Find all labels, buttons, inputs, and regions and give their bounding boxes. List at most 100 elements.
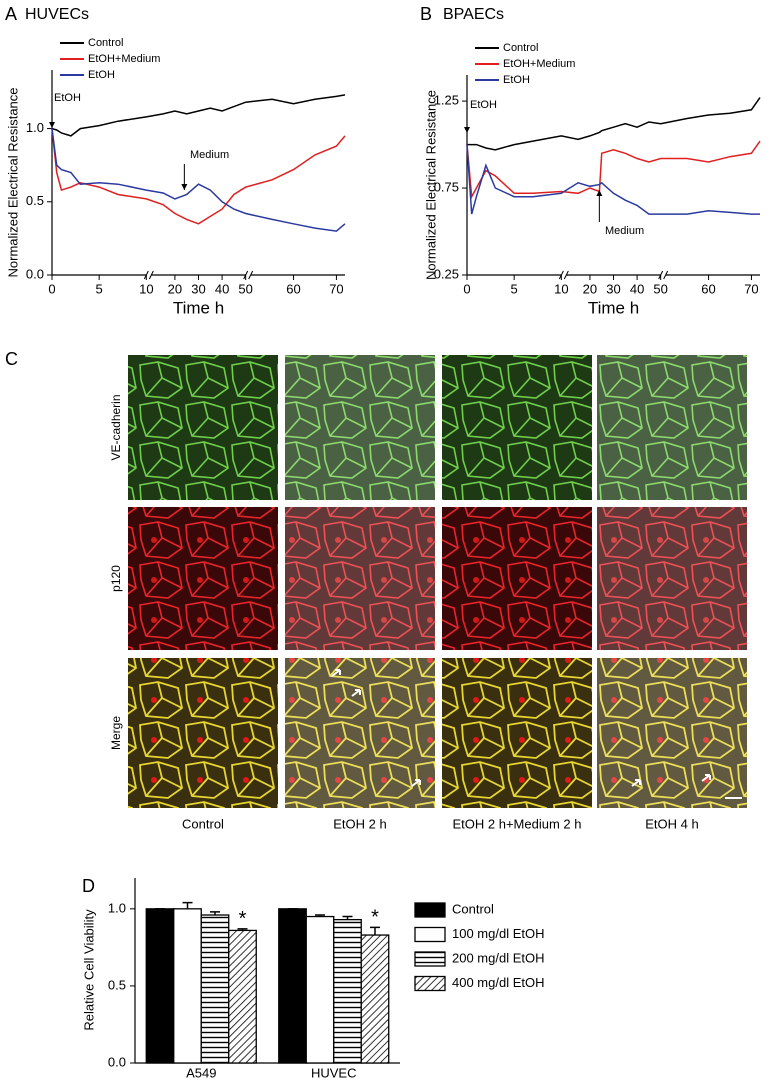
annotation: EtOH bbox=[470, 99, 497, 111]
y-tick-label: 1.0 bbox=[26, 120, 44, 135]
micrograph bbox=[597, 507, 747, 650]
x-tick-label: 10 bbox=[554, 281, 568, 296]
panel-label: B bbox=[420, 4, 432, 24]
micrograph bbox=[597, 658, 747, 808]
x-tick-label: 60 bbox=[286, 281, 300, 296]
x-tick-label: 50 bbox=[653, 281, 667, 296]
legend-swatch bbox=[414, 951, 446, 967]
micrograph bbox=[285, 355, 435, 500]
series-line bbox=[51, 128, 346, 225]
chart-title: BPAECs bbox=[443, 6, 504, 23]
axis-break bbox=[563, 270, 569, 280]
x-tick-label: 20 bbox=[583, 281, 597, 296]
annotation-arrowhead bbox=[464, 127, 470, 133]
annotation-arrowhead bbox=[596, 190, 603, 196]
row-label: VE-cadherin bbox=[109, 394, 123, 460]
arrow-marker bbox=[631, 779, 641, 787]
legend-label: Control bbox=[452, 901, 494, 916]
axis-break bbox=[663, 270, 669, 280]
legend-label: Control bbox=[88, 37, 123, 49]
column-label: EtOH 2 h+Medium 2 h bbox=[453, 816, 582, 831]
micrograph bbox=[128, 507, 278, 650]
bar bbox=[228, 929, 257, 1064]
series-line bbox=[51, 94, 346, 137]
micrograph bbox=[597, 355, 747, 500]
x-axis-label: Time h bbox=[588, 298, 639, 317]
row-label: Merge bbox=[109, 716, 123, 750]
legend-label: 100 mg/dl EtOH bbox=[452, 926, 545, 941]
y-axis-label: Relative Cell Viability bbox=[81, 909, 96, 1031]
annotation: Medium bbox=[190, 149, 229, 161]
annotation-arrowhead bbox=[49, 122, 55, 128]
error-bar bbox=[369, 926, 380, 936]
legend-label: EtOH bbox=[88, 69, 115, 81]
y-tick-label: 0.25 bbox=[434, 266, 459, 281]
micrograph bbox=[442, 658, 592, 808]
y-axis-label: Normalized Electrical Resistance bbox=[5, 87, 20, 277]
bar bbox=[173, 908, 202, 1064]
x-tick-label: 20 bbox=[168, 281, 182, 296]
legend-label: Control bbox=[503, 42, 538, 54]
x-tick-label: 5 bbox=[511, 281, 518, 296]
panel-label: C bbox=[5, 349, 18, 369]
bar bbox=[200, 914, 230, 1064]
column-label: EtOH 2 h bbox=[333, 816, 386, 831]
legend-label: EtOH bbox=[503, 74, 530, 86]
error-bar bbox=[182, 901, 193, 909]
legend-label: EtOH+Medium bbox=[503, 58, 575, 70]
axis-break bbox=[248, 270, 254, 280]
row-label: p120 bbox=[109, 565, 123, 592]
error-bar bbox=[315, 914, 326, 917]
y-tick-label: 0.0 bbox=[26, 266, 44, 281]
legend-label: EtOH+Medium bbox=[88, 53, 160, 65]
bar bbox=[145, 908, 175, 1064]
x-tick-label: A549 bbox=[186, 1065, 216, 1080]
arrow-marker bbox=[411, 779, 421, 787]
significance-mark: * bbox=[371, 907, 379, 929]
series-line bbox=[467, 97, 761, 151]
arrow-marker bbox=[331, 669, 341, 677]
column-label: Control bbox=[182, 816, 224, 831]
micrograph bbox=[128, 658, 278, 808]
micrograph bbox=[442, 507, 592, 650]
axis-break bbox=[148, 270, 154, 280]
y-tick-label: 0.5 bbox=[26, 193, 44, 208]
significance-mark: * bbox=[239, 908, 247, 930]
x-tick-label: 0 bbox=[48, 281, 55, 296]
y-tick-label: 1.25 bbox=[434, 93, 459, 108]
error-bar bbox=[237, 928, 248, 931]
y-tick-label: 0.75 bbox=[434, 179, 459, 194]
arrow-marker bbox=[351, 689, 361, 697]
series-line bbox=[51, 128, 346, 232]
legend-label: 400 mg/dl EtOH bbox=[452, 975, 545, 990]
series-line bbox=[466, 144, 760, 215]
legend-label: 200 mg/dl EtOH bbox=[452, 950, 545, 965]
x-tick-label: 30 bbox=[606, 281, 620, 296]
x-tick-label: 70 bbox=[329, 281, 343, 296]
y-tick-label: 0.5 bbox=[108, 977, 126, 992]
annotation: EtOH bbox=[54, 92, 81, 104]
micrograph bbox=[128, 355, 278, 500]
legend-swatch bbox=[414, 902, 446, 918]
x-tick-label: 60 bbox=[701, 281, 715, 296]
x-axis-label: Time h bbox=[173, 298, 224, 317]
micrograph bbox=[285, 507, 435, 650]
y-tick-label: 0.0 bbox=[108, 1054, 126, 1069]
x-tick-label: 5 bbox=[96, 281, 103, 296]
column-label: EtOH 4 h bbox=[645, 816, 698, 831]
legend-swatch bbox=[414, 975, 446, 992]
arrow-marker bbox=[701, 774, 711, 782]
x-tick-label: 30 bbox=[191, 281, 205, 296]
x-tick-label: 10 bbox=[139, 281, 153, 296]
micrograph bbox=[285, 658, 435, 808]
panel-label: D bbox=[82, 876, 95, 896]
bar bbox=[333, 918, 362, 1064]
panel-label: A bbox=[5, 4, 17, 24]
chart-title: HUVECs bbox=[25, 6, 89, 23]
legend-swatch bbox=[414, 926, 446, 943]
error-bar bbox=[209, 911, 220, 915]
x-tick-label: 70 bbox=[744, 281, 758, 296]
annotation-arrowhead bbox=[181, 184, 188, 190]
series-line bbox=[466, 140, 761, 200]
